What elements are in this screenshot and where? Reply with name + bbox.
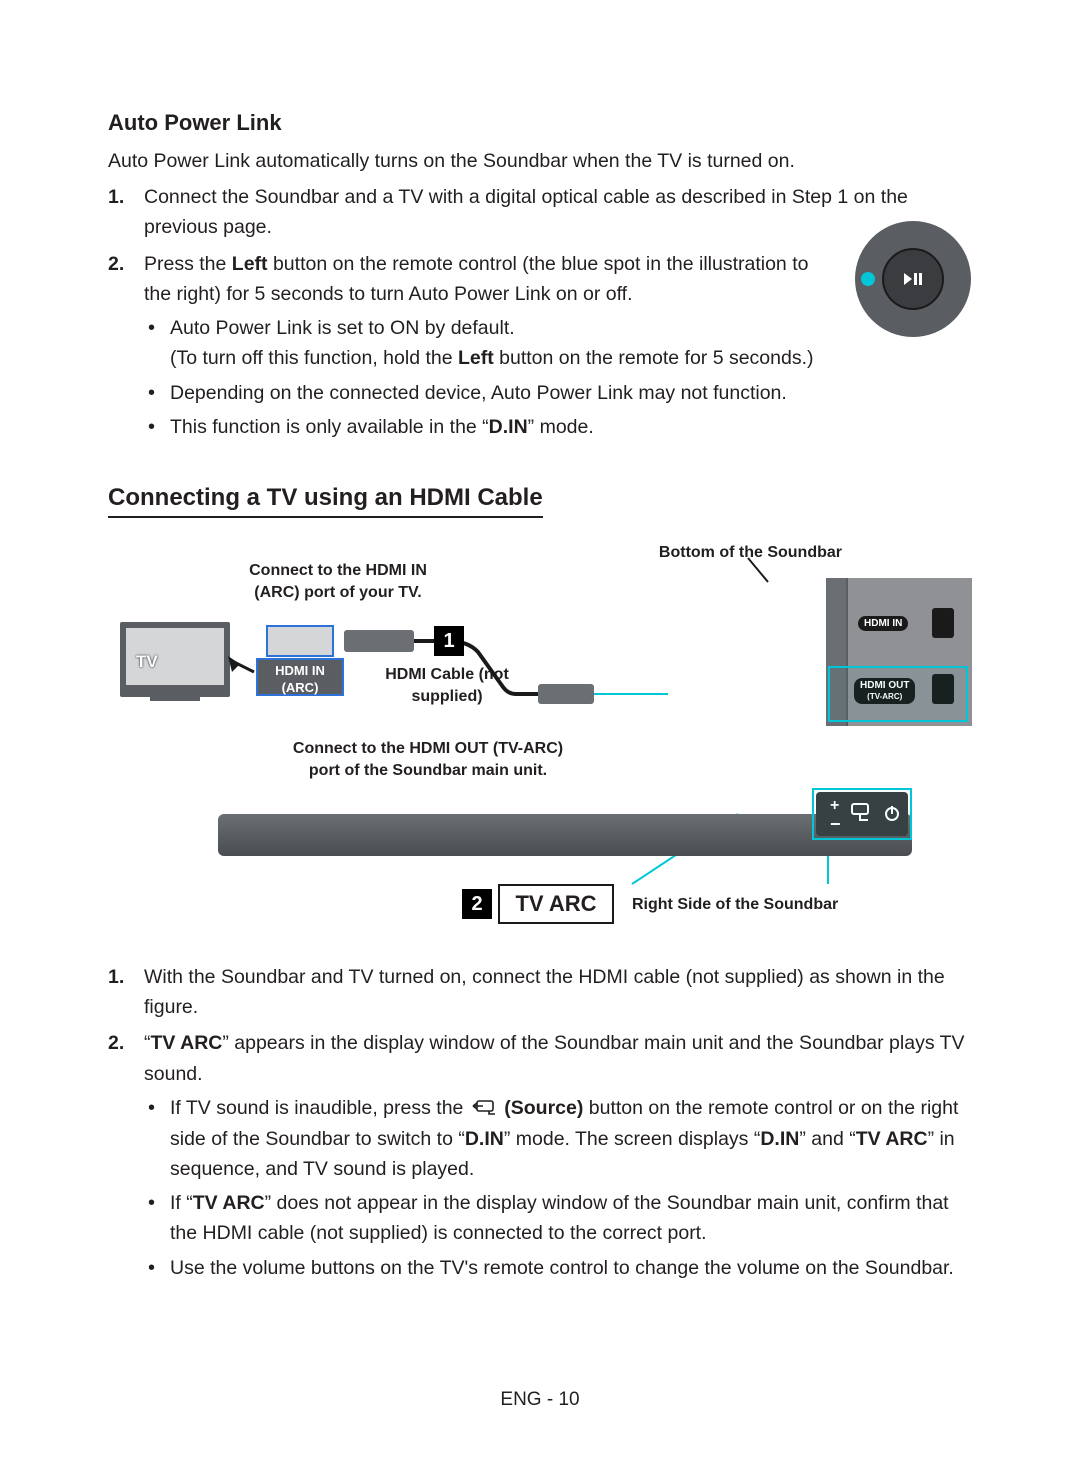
- tv-arc-ref: TV ARC: [151, 1032, 223, 1054]
- bullet-line: Auto Power Link is set to ON by default.: [170, 317, 515, 339]
- hdmi-in-arc-label: HDMI IN(ARC): [256, 658, 344, 696]
- step-number: 1.: [108, 182, 124, 212]
- tv-label: TV: [136, 652, 158, 672]
- bullet: If TV sound is inaudible, press the (Sou…: [170, 1093, 972, 1184]
- hdmi-in-port: [932, 608, 954, 638]
- hdmi-out-zoom-box: [828, 666, 968, 722]
- step-2-bullets: Auto Power Link is set to ON by default.…: [144, 313, 822, 442]
- hdmi-heading: Connecting a TV using an HDMI Cable: [108, 484, 543, 518]
- step-2-badge: 2: [462, 889, 492, 919]
- hdmi-diagram: Bottom of the Soundbar Connect to the HD…: [108, 542, 972, 942]
- source-icon: [469, 1094, 499, 1124]
- din-mode-ref: D.IN: [489, 416, 528, 438]
- text: ” mode. The screen displays “: [504, 1128, 761, 1150]
- hdmi-step2-bullets: If TV sound is inaudible, press the (Sou…: [144, 1093, 972, 1283]
- source-button-ref: (Source): [499, 1097, 584, 1119]
- text: ” appears in the display window of the S…: [144, 1032, 965, 1084]
- side-controls-zoom-box: [812, 788, 912, 840]
- bullet-line: (To turn off this function, hold the: [170, 347, 458, 369]
- step-number: 2.: [108, 249, 124, 279]
- step-text: Connect the Soundbar and a TV with a dig…: [144, 186, 908, 238]
- left-button-ref: Left: [458, 347, 494, 369]
- step-text-pre: Press the: [144, 253, 232, 275]
- left-button-ref: Left: [232, 253, 268, 275]
- hdmi-in-pill: HDMI IN: [858, 616, 908, 631]
- tv-hdmi-port: [266, 625, 334, 657]
- step-2: 2. Press the Left button on the remote c…: [144, 249, 972, 442]
- tv-arc-ref: TV ARC: [193, 1192, 265, 1214]
- page-footer: ENG - 10: [0, 1389, 1080, 1411]
- right-side-label: Right Side of the Soundbar: [632, 894, 838, 916]
- label-text: HDMI Cable (not supplied): [385, 666, 509, 705]
- bullet: This function is only available in the “…: [170, 412, 822, 442]
- bullet-line: ” mode.: [528, 416, 594, 438]
- hdmi-step-1: 1. With the Soundbar and TV turned on, c…: [144, 962, 972, 1022]
- auto-power-link-section: Auto Power Link Auto Power Link automati…: [108, 110, 972, 442]
- hdmi-section: Connecting a TV using an HDMI Cable Bott…: [108, 450, 972, 1283]
- hdmi-steps: 1. With the Soundbar and TV turned on, c…: [108, 962, 972, 1283]
- step-text: With the Soundbar and TV turned on, conn…: [144, 966, 945, 1018]
- bullet: If “TV ARC” does not appear in the displ…: [170, 1188, 972, 1248]
- tv-arc-display: TV ARC: [498, 884, 614, 924]
- auto-power-intro: Auto Power Link automatically turns on t…: [108, 146, 972, 176]
- hdmi-cable-label: HDMI Cable (not supplied): [382, 664, 512, 707]
- text: ” does not appear in the display window …: [170, 1192, 949, 1244]
- bottom-soundbar-label: Bottom of the Soundbar: [659, 542, 842, 564]
- text: ” and “: [799, 1128, 855, 1150]
- text: If “: [170, 1192, 193, 1214]
- connect-tv-label: Connect to the HDMI IN (ARC) port of you…: [228, 560, 448, 603]
- bullet: Depending on the connected device, Auto …: [170, 378, 822, 408]
- din-ref: D.IN: [760, 1128, 799, 1150]
- auto-power-heading: Auto Power Link: [108, 110, 972, 136]
- bullet: Auto Power Link is set to ON by default.…: [170, 313, 822, 373]
- bullet-line: This function is only available in the “: [170, 416, 489, 438]
- remote-control-illustration: [852, 218, 974, 340]
- bullet: Use the volume buttons on the TV's remot…: [170, 1253, 972, 1283]
- step-1: 1. Connect the Soundbar and a TV with a …: [144, 182, 972, 242]
- hdmi-plug-tv-side: [344, 630, 414, 652]
- step-number: 2.: [108, 1028, 124, 1058]
- label-text: Connect to the HDMI IN (ARC) port of you…: [249, 562, 427, 601]
- din-ref: D.IN: [465, 1128, 504, 1150]
- step-number: 1.: [108, 962, 124, 992]
- soundbar-body: [218, 814, 912, 856]
- bullet-line: button on the remote for 5 seconds.): [494, 347, 814, 369]
- tv-stand: [150, 695, 200, 701]
- step-1-badge: 1: [434, 626, 464, 656]
- text: If TV sound is inaudible, press the: [170, 1097, 469, 1119]
- auto-power-steps: 1. Connect the Soundbar and a TV with a …: [108, 182, 972, 442]
- label-text: Connect to the HDMI OUT (TV-ARC) port of…: [293, 740, 563, 779]
- hdmi-step-2: 2. “TV ARC” appears in the display windo…: [144, 1028, 972, 1282]
- tv-arc-ref: TV ARC: [856, 1128, 928, 1150]
- connect-sb-label: Connect to the HDMI OUT (TV-ARC) port of…: [288, 738, 568, 781]
